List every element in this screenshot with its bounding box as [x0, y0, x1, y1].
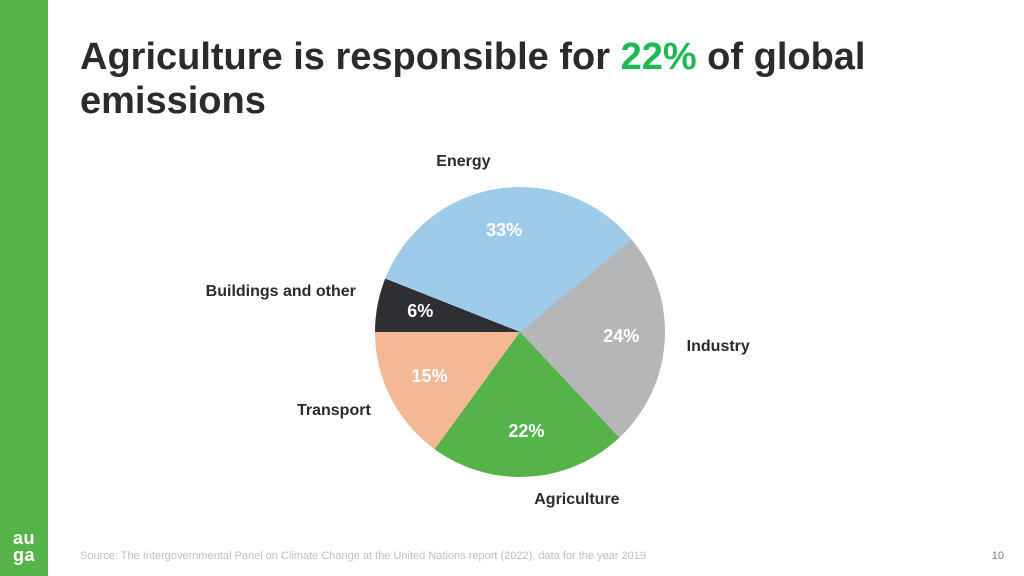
sidebar-stripe: [0, 0, 48, 576]
slice-label: Industry: [687, 338, 750, 356]
source-citation: Source: The Intergovernmental Panel on C…: [80, 550, 646, 562]
slice-percent: 6%: [398, 301, 442, 322]
title-prefix: Agriculture is responsible for: [80, 36, 621, 78]
brand-logo: auga: [0, 530, 48, 564]
slice-label: Buildings and other: [206, 283, 356, 301]
slice-percent: 15%: [408, 366, 452, 387]
slice-percent: 33%: [482, 220, 526, 241]
slide: auga Agriculture is responsible for 22% …: [0, 0, 1024, 576]
slice-label: Transport: [297, 402, 371, 420]
slice-label: Agriculture: [534, 491, 619, 509]
slice-label: Energy: [436, 153, 490, 171]
page-number: 10: [992, 550, 1004, 562]
page-title: Agriculture is responsible for 22% of gl…: [80, 36, 960, 123]
slice-percent: 22%: [504, 421, 548, 442]
title-highlight: 22%: [621, 36, 697, 78]
emissions-pie-chart: 6%Buildings and other33%Energy24%Industr…: [375, 187, 665, 477]
slice-percent: 24%: [599, 326, 643, 347]
